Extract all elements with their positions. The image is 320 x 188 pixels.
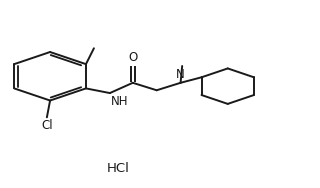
Text: Cl: Cl	[41, 119, 53, 132]
Text: NH: NH	[110, 95, 128, 108]
Text: N: N	[176, 68, 185, 81]
Text: HCl: HCl	[107, 162, 130, 175]
Text: O: O	[128, 51, 137, 64]
